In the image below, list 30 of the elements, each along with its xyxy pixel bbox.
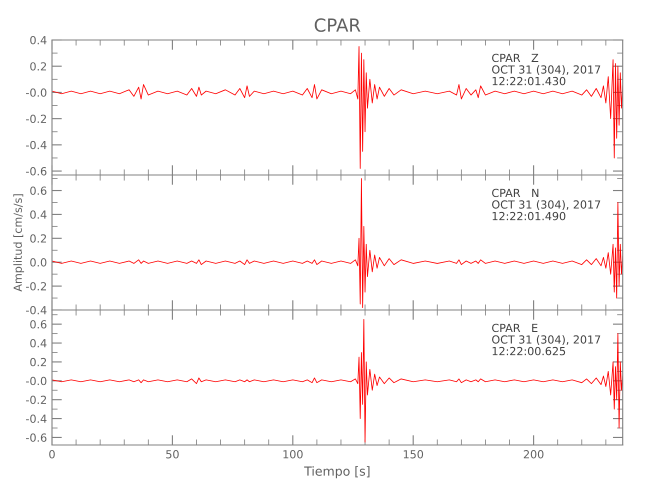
y-tick-label: -0.2 xyxy=(26,282,46,290)
y-tick-label: 0.6 xyxy=(30,320,46,329)
y-tick-label: -0.6 xyxy=(26,433,46,442)
x-tick-label: 200 xyxy=(524,450,544,458)
y-tick-label: -0.0 xyxy=(26,88,46,97)
y-tick-label: -0.2 xyxy=(26,114,46,124)
annotation: CPAR E OCT 31 (304), 2017 12:22:00.625 xyxy=(492,324,600,356)
x-tick-label: 50 xyxy=(166,450,179,458)
annotation: CPAR Z OCT 31 (304), 2017 12:22:01.430 xyxy=(492,54,600,86)
x-axis-title: Tiempo [s] xyxy=(304,466,370,478)
y-tick-label: 0.2 xyxy=(30,358,46,366)
y-tick-label: 0.2 xyxy=(30,234,46,243)
y-tick-label: 0.4 xyxy=(30,339,47,348)
chart-title: CPAR xyxy=(314,18,360,32)
y-tick-label: -0.0 xyxy=(26,376,46,386)
y-tick-label: 0.2 xyxy=(30,62,46,71)
y-tick-label: 0.4 xyxy=(30,36,47,44)
y-axis-title: Amplitud [cm/s/s] xyxy=(13,194,24,292)
x-tick-label: 100 xyxy=(283,450,303,458)
y-tick-label: -0.6 xyxy=(26,167,46,176)
y-tick-label: 0.6 xyxy=(30,186,46,195)
x-tick-label: 0 xyxy=(49,450,55,458)
y-tick-label: -0.4 xyxy=(26,140,47,150)
y-tick-label: -0.2 xyxy=(26,396,46,404)
annotation: CPAR N OCT 31 (304), 2017 12:22:01.490 xyxy=(492,188,600,220)
y-tick-label: 0.4 xyxy=(30,210,47,219)
y-tick-label: 0.0 xyxy=(30,258,46,267)
x-tick-label: 150 xyxy=(404,450,424,458)
y-tick-label: -0.4 xyxy=(26,414,47,423)
y-tick-label: -0.4 xyxy=(26,306,47,314)
